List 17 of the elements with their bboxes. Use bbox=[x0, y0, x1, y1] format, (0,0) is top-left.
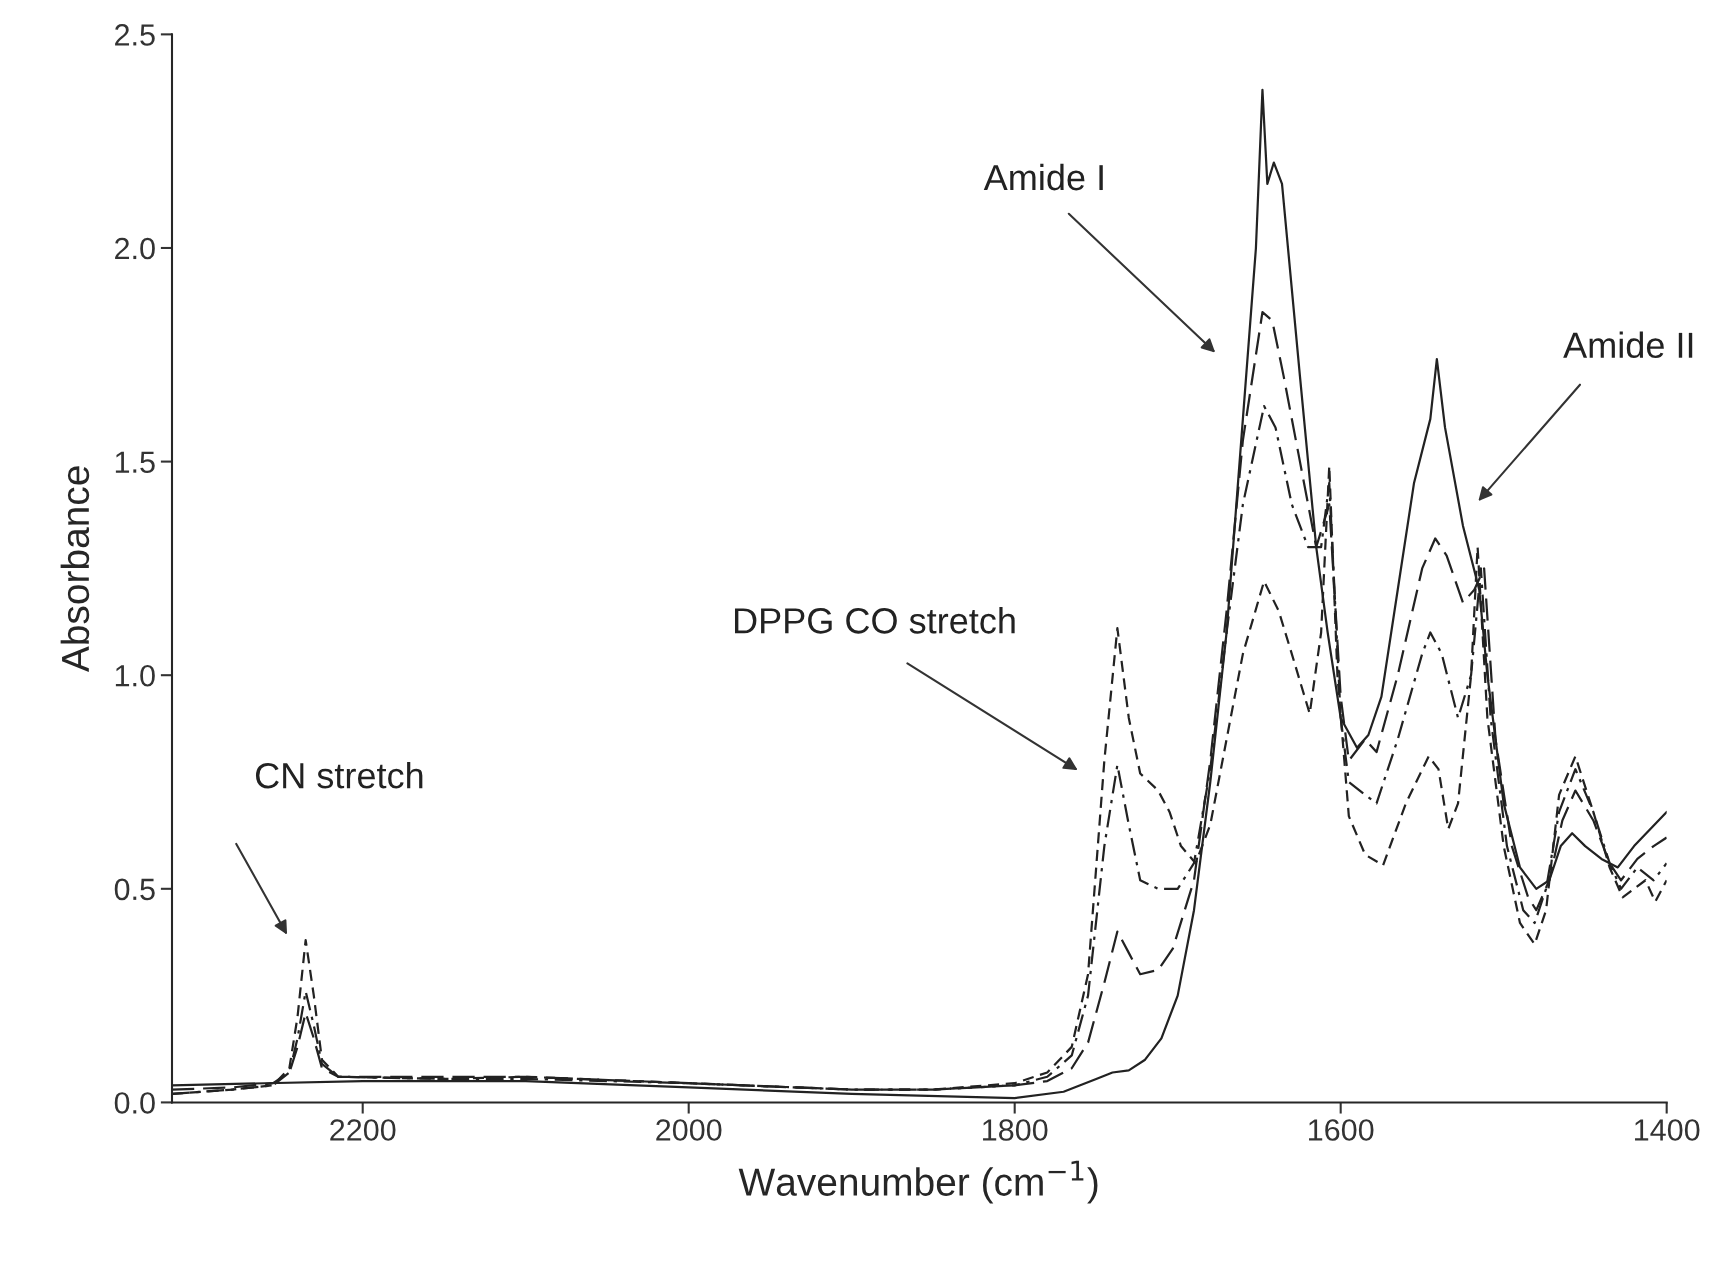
y-tick-label: 1.0 bbox=[115, 664, 155, 687]
y-tick-label: 0.0 bbox=[114, 1092, 155, 1114]
x-tick-label: 2000 bbox=[656, 1119, 722, 1141]
y-tick-label: 2.5 bbox=[115, 24, 155, 46]
annotation: Amide I bbox=[983, 163, 1103, 191]
x-tick-label: 2200 bbox=[330, 1119, 396, 1141]
x-axis-title: Wavenumber (cm$^{−1}$) bbox=[738, 1160, 1098, 1204]
y-tick-label: 1.5 bbox=[115, 451, 155, 473]
x-tick-label: 1400 bbox=[1635, 1119, 1700, 1141]
annotation: Amide II bbox=[1563, 331, 1693, 359]
annotation: DPPG CO stretch bbox=[734, 607, 1015, 634]
x-tick-label: 1600 bbox=[1309, 1119, 1374, 1141]
y-tick-label: 2.0 bbox=[115, 237, 155, 260]
y-tick-label: 0.5 bbox=[114, 878, 155, 901]
annotation: CN stretch bbox=[255, 761, 423, 789]
x-tick-label: 1800 bbox=[983, 1119, 1048, 1141]
y-axis-title: Absorbance bbox=[60, 466, 90, 673]
